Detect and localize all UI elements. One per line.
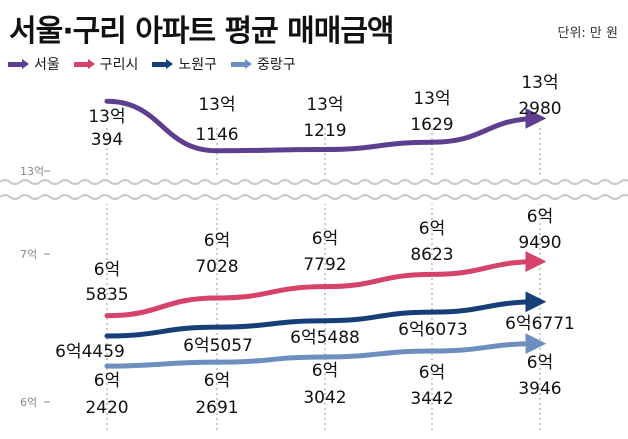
y-tick-label-0: 13억 (20, 165, 44, 178)
data-label-s3-p2-l1: 3042 (303, 388, 346, 408)
data-label-s1-p0-l1: 5835 (85, 285, 128, 305)
series-line-0 (104, 98, 547, 154)
data-label-s2-p3-l0: 6억6073 (398, 320, 468, 340)
legend-item-nowon: 노원구 (152, 54, 217, 74)
series-line-1 (104, 251, 547, 319)
data-label-s1-p3-l1: 8623 (410, 245, 453, 265)
data-label-s3-p2-l0: 6억 (312, 361, 338, 381)
data-label-s3-p0-l0: 6억 (94, 371, 120, 391)
data-label-s2-p4-l0: 6억6771 (505, 314, 575, 334)
data-label-s2-p1-l0: 6억5057 (183, 336, 253, 356)
y-tick-label-2: 6억 (20, 396, 37, 409)
data-label-s0-p4-l1: 2980 (518, 99, 561, 119)
unit-label: 단위: 만 원 (557, 26, 619, 41)
legend-item-jungnang: 중랑구 (231, 54, 296, 74)
legend-item-seoul: 서울 (8, 54, 60, 74)
axis-break-band (0, 178, 628, 204)
legend-swatch-seoul (8, 58, 29, 69)
data-label-s1-p4-l1: 9490 (518, 233, 561, 253)
data-label-s0-p0-l1: 394 (91, 130, 123, 150)
data-label-s0-p0-l0: 13억 (88, 107, 125, 127)
data-label-s0-p4-l0: 13억 (521, 73, 558, 93)
data-label-s0-p1-l0: 13억 (198, 95, 235, 115)
data-label-s3-p4-l1: 3946 (518, 379, 561, 399)
legend-swatch-jungnang (231, 58, 253, 69)
data-label-s0-p2-l1: 1219 (303, 121, 346, 141)
legend-label-seoul: 서울 (34, 57, 60, 73)
series-line-3 (104, 333, 547, 369)
data-label-s1-p2-l1: 7792 (303, 255, 346, 275)
data-label-s0-p3-l0: 13억 (413, 89, 450, 109)
data-label-s1-p4-l0: 6억 (527, 207, 553, 227)
data-label-s3-p3-l0: 6억 (419, 363, 445, 383)
data-label-s1-p2-l0: 6억 (312, 229, 338, 249)
data-label-s1-p3-l0: 6억 (419, 219, 445, 239)
data-label-s3-p1-l0: 6억 (204, 371, 230, 391)
data-label-s3-p4-l0: 6억 (527, 353, 553, 373)
data-label-s0-p1-l1: 1146 (195, 125, 238, 145)
legend-item-guri: 구리시 (73, 54, 139, 74)
legend-label-jungnang: 중랑구 (257, 57, 296, 73)
chart-legend: 서울 구리시 노원구 중랑구 (8, 54, 296, 74)
data-label-s1-p1-l0: 6억 (204, 231, 230, 251)
series-line-2 (104, 291, 547, 339)
data-label-s2-p2-l0: 6억5488 (290, 328, 360, 348)
data-label-s0-p2-l0: 13억 (306, 95, 343, 115)
y-tick-label-1: 7억 (20, 248, 37, 261)
data-label-s3-p0-l1: 2420 (85, 398, 128, 418)
axis-break-wave-bottom (0, 194, 628, 200)
data-label-s1-p0-l0: 6억 (94, 260, 120, 280)
chart-title: 서울·구리 아파트 평균 매매금액 (9, 14, 395, 49)
data-label-s3-p3-l1: 3442 (410, 389, 453, 409)
legend-swatch-nowon (152, 58, 174, 69)
data-label-s0-p3-l1: 1629 (410, 115, 453, 135)
axis-break-wave-top (0, 179, 628, 185)
data-label-s2-p0-l0: 6억4459 (55, 342, 125, 362)
legend-swatch-guri (73, 58, 95, 69)
data-label-s3-p1-l1: 2691 (195, 398, 238, 418)
legend-label-nowon: 노원구 (178, 57, 218, 73)
data-label-s1-p1-l1: 7028 (195, 257, 238, 277)
legend-label-guri: 구리시 (99, 57, 139, 73)
